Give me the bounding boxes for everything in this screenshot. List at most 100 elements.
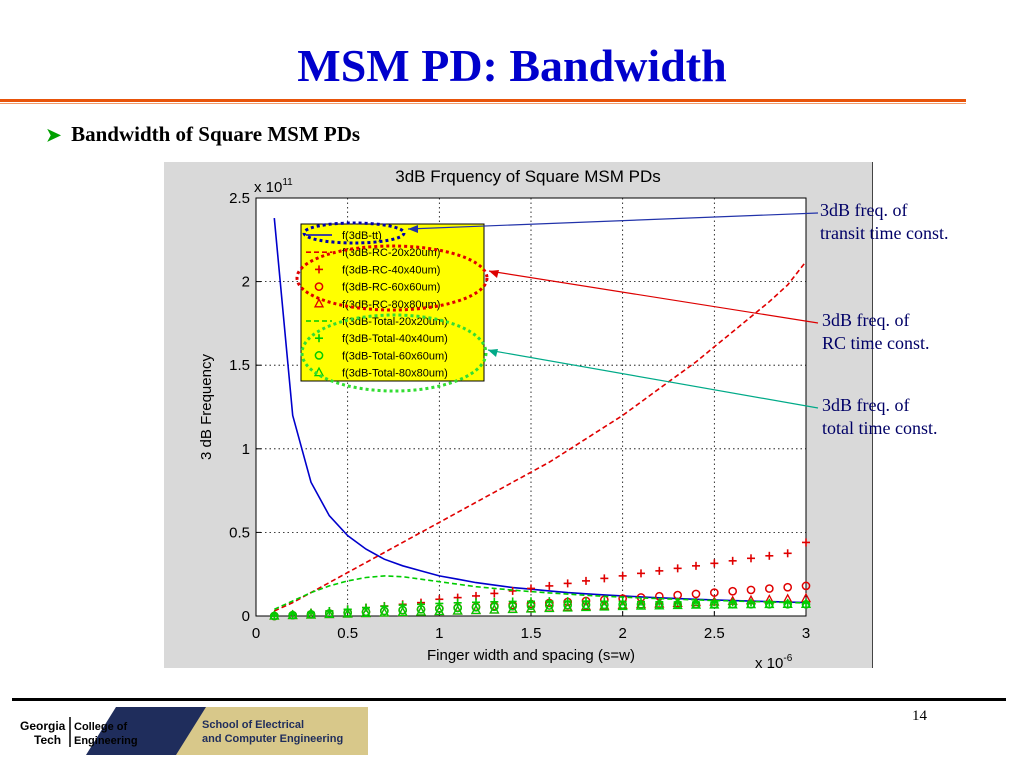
legend-label: f(3dB-tt) bbox=[342, 230, 382, 242]
legend-item: f(3dB-tt) bbox=[306, 230, 382, 242]
data-point bbox=[599, 601, 610, 611]
data-point bbox=[728, 586, 738, 596]
legend-swatch bbox=[315, 334, 323, 343]
y-tick-label: 1.5 bbox=[229, 357, 250, 374]
page-number: 14 bbox=[912, 708, 927, 724]
callout-rc-line1: 3dB freq. of bbox=[822, 310, 910, 330]
legend-label: f(3dB-RC-80x80um) bbox=[342, 299, 440, 311]
x-multiplier-base: x 10 bbox=[755, 655, 783, 672]
grid-lines bbox=[255, 197, 807, 617]
x-multiplier: x 10-6 bbox=[755, 653, 793, 672]
data-point bbox=[342, 608, 353, 618]
data-point bbox=[453, 603, 463, 613]
data-point bbox=[507, 603, 518, 614]
series-f(3dB-RC-20x20um) bbox=[273, 261, 807, 612]
data-point bbox=[637, 569, 645, 578]
legend-label: f(3dB-Total-40x40um) bbox=[342, 333, 448, 345]
data-point bbox=[764, 584, 774, 593]
data-point bbox=[379, 607, 390, 617]
y-tick-label: 1 bbox=[242, 441, 250, 458]
data-point bbox=[398, 605, 408, 615]
data-point bbox=[783, 549, 792, 558]
x-tick-label: 1.5 bbox=[521, 625, 542, 642]
data-point bbox=[324, 608, 335, 619]
legend-item: f(3dB-Total-40x40um) bbox=[315, 333, 448, 345]
data-point bbox=[269, 610, 280, 620]
data-point bbox=[690, 599, 702, 609]
data-point bbox=[745, 598, 757, 609]
data-point bbox=[526, 601, 536, 611]
callout-rc: 3dB freq. of RC time const. bbox=[822, 309, 930, 355]
x-tick-label: 0.5 bbox=[337, 625, 358, 642]
logo-engineering: Engineering bbox=[74, 735, 138, 747]
data-point bbox=[672, 599, 683, 610]
data-point bbox=[801, 581, 811, 591]
data-point bbox=[452, 605, 463, 615]
data-point bbox=[305, 609, 317, 619]
rc-arrow bbox=[488, 270, 819, 324]
bullet-text: Bandwidth of Square MSM PDs bbox=[71, 122, 361, 146]
series-line bbox=[273, 575, 807, 611]
data-point bbox=[527, 584, 535, 593]
total-arrow bbox=[487, 349, 819, 409]
legend-item: f(3dB-RC-60x60um) bbox=[314, 282, 440, 294]
data-point bbox=[489, 602, 499, 612]
data-point bbox=[508, 586, 517, 595]
data-point bbox=[415, 606, 427, 616]
rc-highlight-ellipse bbox=[295, 244, 489, 312]
data-point bbox=[709, 599, 720, 609]
total-highlight-ellipse bbox=[300, 313, 488, 393]
legend-swatch bbox=[313, 366, 325, 377]
legend-item: f(3dB-RC-40x40um) bbox=[315, 264, 440, 276]
y-multiplier-base: x 10 bbox=[254, 179, 282, 196]
data-point bbox=[692, 561, 700, 570]
data-point bbox=[563, 579, 572, 588]
data-point bbox=[727, 598, 738, 609]
data-point bbox=[746, 585, 756, 595]
y-multiplier-exp: 11 bbox=[282, 177, 293, 188]
rc-arrowhead bbox=[489, 270, 499, 278]
data-point bbox=[782, 598, 793, 608]
callout-rc-line2: RC time const. bbox=[822, 333, 930, 353]
x-axis-label: Finger width and spacing (s=w) bbox=[427, 647, 635, 664]
legend-label: f(3dB-RC-60x60um) bbox=[342, 282, 440, 294]
legend-entries: f(3dB-tt) f(3dB-RC-20x20um) f(3dB-RC-40x40… bbox=[306, 230, 448, 380]
data-point bbox=[618, 571, 627, 580]
x-multiplier-exp: -6 bbox=[783, 653, 792, 664]
data-point bbox=[600, 574, 609, 583]
data-point bbox=[654, 599, 665, 610]
y-tick-label: 0.5 bbox=[229, 524, 250, 541]
data-point bbox=[710, 559, 719, 568]
callout-transit-line2: transit time const. bbox=[820, 223, 949, 243]
y-axis-label: 3 dB Frequency bbox=[198, 354, 215, 460]
logo-school-line1: School of Electrical bbox=[202, 719, 304, 731]
y-multiplier: x 1011 bbox=[254, 177, 293, 196]
x-tick-label: 2 bbox=[618, 625, 626, 642]
tick-labels: 0 0.5 1 1.5 2 2.5 3 0 0.5 1 1.5 2 2.5 bbox=[229, 190, 810, 642]
x-tick-label: 0 bbox=[252, 625, 260, 642]
data-point bbox=[508, 601, 518, 611]
figure-border bbox=[872, 162, 873, 668]
title-divider-shadow bbox=[0, 103, 966, 104]
data-point bbox=[544, 602, 555, 613]
data-point bbox=[470, 604, 482, 615]
data-point bbox=[360, 607, 372, 618]
data-point bbox=[655, 566, 664, 575]
callout-total: 3dB freq. of total time const. bbox=[822, 394, 937, 440]
callout-arrows bbox=[407, 212, 819, 409]
callout-total-line2: total time const. bbox=[822, 418, 938, 438]
data-point bbox=[582, 576, 590, 585]
footer-divider bbox=[12, 698, 1006, 701]
transit-arrow bbox=[407, 212, 819, 230]
y-tick-label: 2.5 bbox=[229, 190, 250, 207]
legend-swatch bbox=[315, 265, 323, 274]
data-point bbox=[545, 581, 554, 590]
data-point bbox=[563, 600, 573, 610]
series-layer bbox=[269, 218, 812, 621]
data-point bbox=[434, 605, 445, 616]
slide-title: MSM PD: Bandwidth bbox=[297, 40, 727, 91]
callout-total-line1: 3dB freq. of bbox=[822, 395, 910, 415]
data-point bbox=[635, 600, 647, 610]
legend-swatch bbox=[314, 282, 324, 291]
